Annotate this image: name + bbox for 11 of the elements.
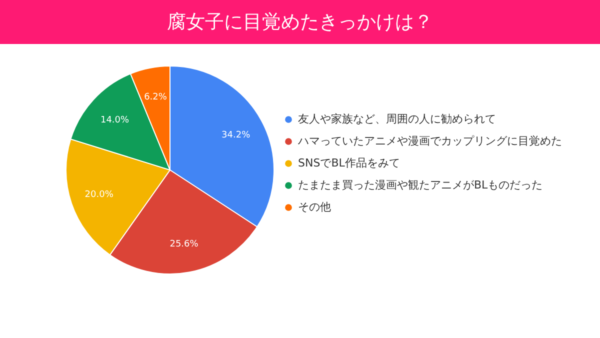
data-label: 20.0% xyxy=(84,190,114,200)
legend-label: たまたま買った漫画や観たアニメがBLものだった xyxy=(298,178,543,192)
data-label: 34.2% xyxy=(222,130,251,140)
data-label: 14.0% xyxy=(100,115,130,126)
legend-label: 友人や家族など、周囲の人に勧められて xyxy=(298,112,496,126)
legend-label: SNSでBL作品をみて xyxy=(298,156,400,170)
data-label: 25.6% xyxy=(170,240,199,250)
data-label: 6.2% xyxy=(144,92,168,103)
legend-label: ハマっていたアニメや漫画でカップリングに目覚めた xyxy=(297,134,562,148)
chart-title: 腐女子に目覚めたきっかけは？ xyxy=(0,0,600,44)
legend-label: その他 xyxy=(298,200,331,214)
